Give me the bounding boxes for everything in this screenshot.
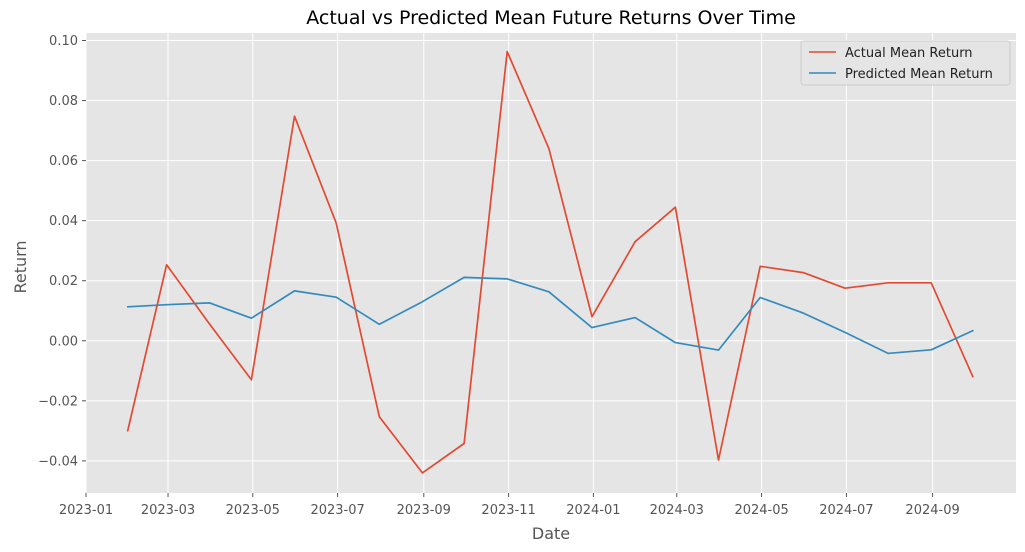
- x-tick-label: 2023-07: [310, 503, 364, 518]
- plot-area-background: [86, 33, 1016, 493]
- y-tick-label: 0.08: [49, 94, 78, 109]
- series-line-predicted: [126, 276, 974, 355]
- y-tick-label: 0.06: [49, 154, 78, 169]
- x-tick-label: 2023-01: [59, 503, 113, 518]
- x-tick-label: 2024-09: [905, 503, 959, 518]
- legend-label-predicted: Predicted Mean Return: [845, 67, 993, 82]
- y-axis-ticks: −0.04 −0.02 0.00 0.02 0.04 0.06 0.08 0.10: [38, 34, 86, 469]
- x-axis-label: Date: [532, 524, 570, 543]
- y-tick-label: 0.00: [49, 334, 78, 349]
- y-tick-label: 0.02: [49, 274, 78, 289]
- y-tick-label: 0.04: [49, 214, 78, 229]
- y-tick-label: −0.02: [38, 394, 78, 409]
- x-axis-ticks: 2023-01 2023-03 2023-05 2023-07 2023-09 2023-…: [59, 493, 960, 518]
- legend: Actual Mean Return Predicted Mean Return: [800, 40, 1011, 86]
- series-line-actual: [126, 50, 974, 474]
- grid-lines: [85, 33, 1016, 493]
- x-tick-label: 2024-07: [819, 503, 873, 518]
- legend-box: [800, 40, 1011, 86]
- y-tick-label: −0.04: [38, 454, 78, 469]
- series-lines: [126, 50, 974, 474]
- x-tick-label: 2023-11: [481, 503, 535, 518]
- legend-label-actual: Actual Mean Return: [845, 46, 973, 61]
- x-tick-label: 2023-09: [397, 503, 451, 518]
- chart-title: Actual vs Predicted Mean Future Returns …: [306, 7, 796, 29]
- x-tick-label: 2024-01: [566, 503, 620, 518]
- x-tick-label: 2024-05: [734, 503, 788, 518]
- y-axis-label: Return: [11, 240, 30, 293]
- y-tick-label: 0.10: [49, 34, 78, 49]
- x-tick-label: 2023-05: [226, 503, 280, 518]
- x-tick-label: 2024-03: [650, 503, 704, 518]
- x-tick-label: 2023-03: [141, 503, 195, 518]
